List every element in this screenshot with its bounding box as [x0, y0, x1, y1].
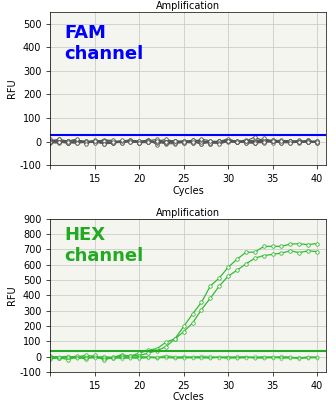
Title: Amplification: Amplification	[156, 208, 220, 218]
Text: HEX
channel: HEX channel	[64, 226, 143, 265]
X-axis label: Cycles: Cycles	[172, 392, 204, 400]
Y-axis label: RFU: RFU	[7, 79, 17, 98]
Text: FAM
channel: FAM channel	[64, 24, 143, 63]
Y-axis label: RFU: RFU	[7, 286, 17, 305]
X-axis label: Cycles: Cycles	[172, 186, 204, 196]
Title: Amplification: Amplification	[156, 1, 220, 11]
